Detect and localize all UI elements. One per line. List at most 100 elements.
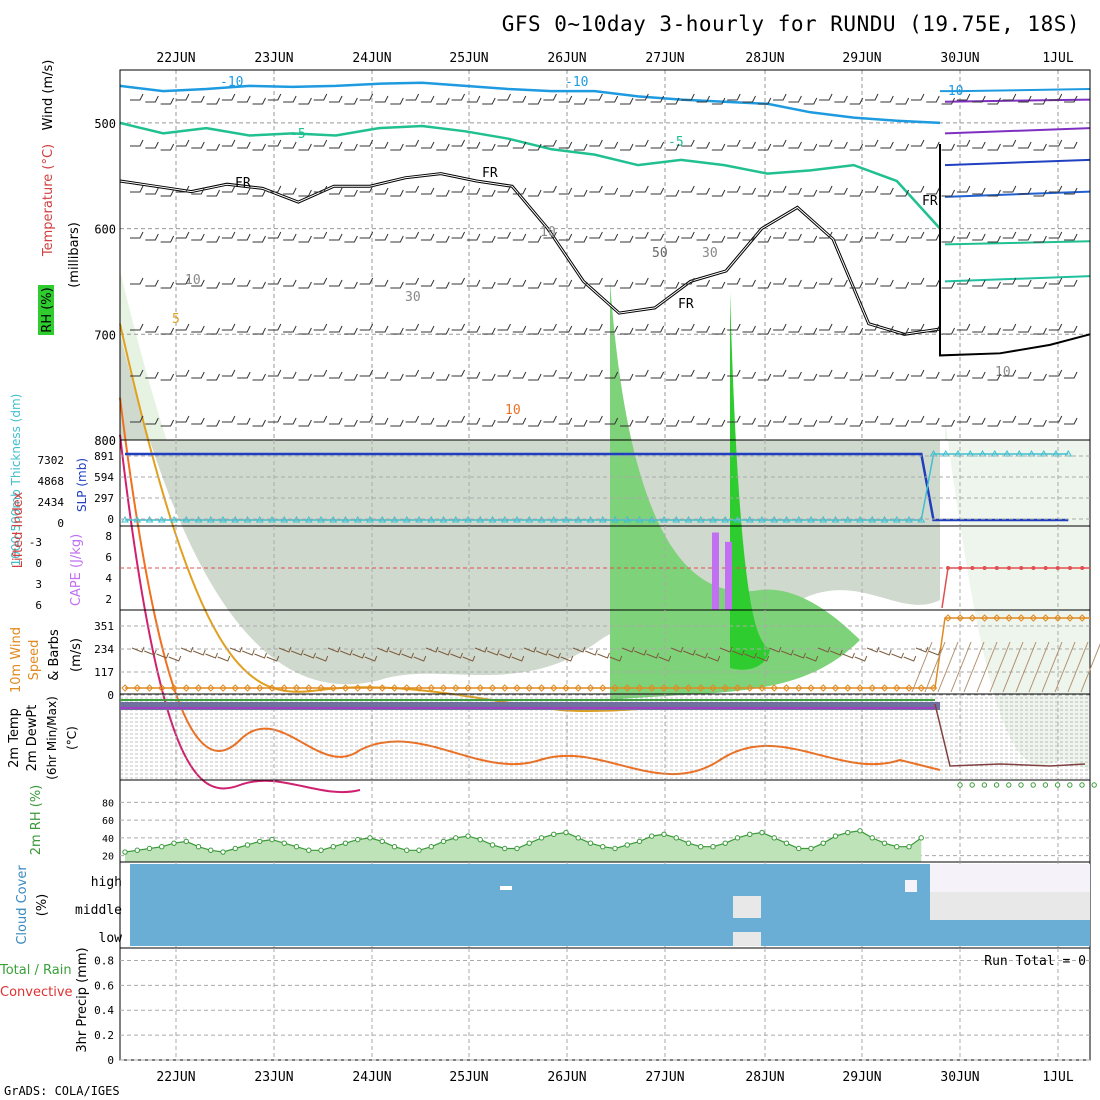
wind-barb (727, 277, 741, 285)
wind-barb (191, 417, 205, 425)
run-total-label: Run Total = 0 (984, 954, 1086, 969)
wind-marker (464, 684, 472, 692)
wind-barb (329, 279, 343, 287)
thickness-marker (954, 450, 962, 457)
wind-marker (893, 684, 901, 692)
wind-barb (298, 419, 312, 427)
wind-barb (543, 323, 557, 331)
wind-barb (390, 373, 404, 381)
wind-marker (574, 684, 582, 692)
cloud-gap (500, 886, 512, 890)
wind-barb (895, 327, 910, 335)
wind-barb (757, 97, 772, 105)
sfc-wind-barb (830, 649, 843, 656)
wind-marker (660, 684, 668, 692)
contour-label: FR (922, 194, 938, 209)
wind-barb (175, 139, 190, 147)
wind-marker (280, 684, 288, 692)
wind-barb (865, 139, 879, 147)
wind-barb (160, 281, 175, 289)
wind-barb (941, 373, 956, 381)
rh-marker (159, 844, 165, 850)
wind-barb (160, 143, 175, 151)
wind-barb (1064, 95, 1078, 103)
wind-barb (359, 139, 374, 147)
isotherm-post3 (944, 127, 1091, 135)
cape-ylabel: CAPE (J/kg) (69, 534, 84, 606)
cape-tick: 2 (105, 593, 112, 606)
sfc-wind-barb (634, 649, 647, 656)
wind-barb (512, 279, 527, 287)
wind-barb (972, 371, 986, 379)
wind-barb (130, 415, 144, 423)
sfc-wind-barb (217, 655, 231, 662)
rh-marker (538, 835, 545, 841)
wind-barb (390, 327, 404, 335)
contour-label: -5 (668, 135, 684, 150)
wind-barb (803, 143, 818, 151)
cloud-fill-high-post (930, 864, 1090, 892)
cloud-level-label: middle (75, 903, 122, 918)
wind-marker (993, 614, 1001, 622)
wind-barb (390, 419, 404, 427)
wind-barb (956, 277, 971, 285)
sfc-wind-barb (229, 646, 243, 653)
sfc-wind-barb (768, 646, 782, 653)
wind-barb (604, 325, 619, 333)
wind-barb (145, 325, 159, 333)
wind-tick: 234 (94, 643, 114, 656)
wind-barb (910, 369, 925, 377)
wind-barb (313, 231, 328, 239)
wind-barb (1048, 369, 1063, 377)
top-date-label: 27JUN (645, 51, 684, 66)
wind-barb (313, 277, 328, 285)
wind-barb (466, 279, 481, 287)
wind-barb (512, 95, 527, 103)
wind-barb (620, 419, 634, 427)
wind-barb (604, 417, 619, 425)
wind-barb (451, 185, 466, 193)
wind-barb (926, 279, 940, 287)
wind-barb (574, 327, 588, 335)
wind-barb (420, 187, 435, 195)
wind-barb (283, 279, 297, 287)
cape-tick: 8 (105, 530, 112, 543)
wind-barb (803, 327, 818, 335)
wind-marker (1054, 614, 1062, 622)
wind-barb (987, 235, 1001, 243)
rh-marker (404, 847, 410, 853)
rh-marker (698, 844, 704, 850)
wind-barb (757, 143, 772, 151)
temp-ylabel-c: (6hr Min/Max) (45, 696, 59, 780)
wind-barb (604, 371, 619, 379)
wind-barb (665, 143, 680, 151)
wind-barb (650, 141, 665, 149)
wind-barb (956, 185, 971, 193)
wind-ylabel-a: 10m Wind (9, 627, 24, 693)
wind-barb (191, 233, 205, 241)
wind-barb (635, 139, 649, 147)
wind-barb (451, 369, 466, 377)
rh-marker (379, 838, 385, 845)
wind-barb (895, 235, 910, 243)
wind-barb (865, 185, 879, 193)
wind-barb (926, 95, 940, 103)
wind-barb (466, 95, 481, 103)
wind-barb (130, 185, 144, 193)
wind-barb (359, 369, 374, 377)
wind-barb (237, 233, 251, 241)
wind-barb (849, 419, 864, 427)
sfc-wind-barb (315, 655, 329, 662)
wind-barb (1048, 93, 1063, 101)
sfc-wind-barb (744, 652, 757, 659)
sfc-wind-barb (911, 641, 933, 693)
wind-barb (375, 95, 389, 103)
wind-barb (727, 139, 741, 147)
rh-marker (906, 844, 912, 850)
wind-tick: 351 (94, 620, 114, 633)
wind-barb (375, 141, 389, 149)
wind-barb (1018, 95, 1032, 103)
li-marker (970, 566, 975, 570)
wind-barb (466, 187, 481, 195)
wind-barb (941, 235, 956, 243)
